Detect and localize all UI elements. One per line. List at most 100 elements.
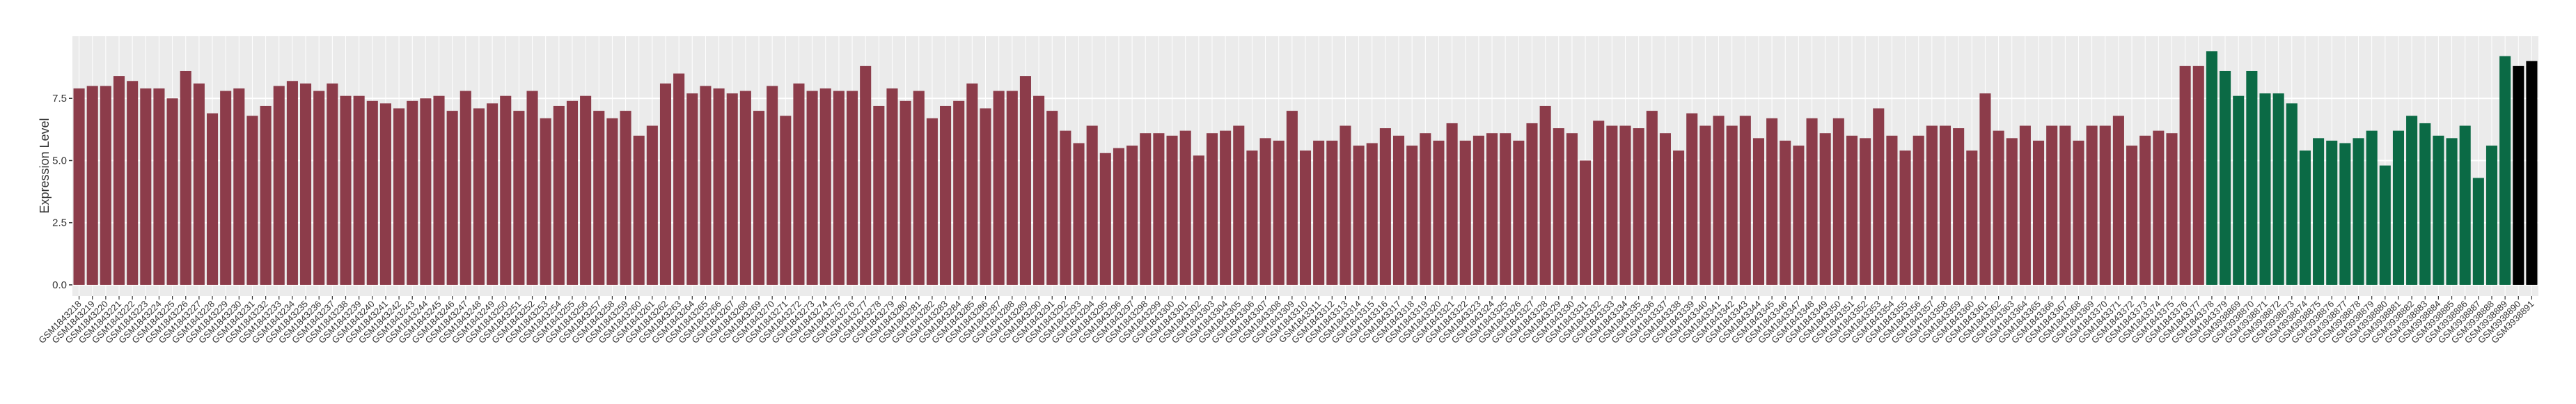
- bar: [1340, 125, 1351, 285]
- bar: [1726, 125, 1738, 285]
- bar: [2485, 146, 2498, 285]
- bar: [2392, 130, 2405, 285]
- bar: [1286, 111, 1298, 285]
- bar: [379, 103, 391, 285]
- bar: [220, 91, 232, 285]
- bar: [1566, 133, 1578, 285]
- bar: [2299, 150, 2311, 285]
- bar: [353, 95, 365, 285]
- bar: [940, 105, 952, 285]
- bar: [2433, 135, 2444, 285]
- bar: [1526, 123, 1538, 285]
- bar: [2286, 103, 2298, 285]
- bar: [2112, 116, 2124, 285]
- bar: [2513, 65, 2524, 285]
- y-tick-label: 5.0: [52, 155, 67, 166]
- bar: [1086, 125, 1098, 285]
- bar: [2059, 125, 2071, 285]
- bar: [739, 91, 751, 285]
- bar: [673, 73, 685, 285]
- bar: [1979, 93, 1991, 285]
- bar: [2259, 93, 2271, 285]
- bar: [1486, 133, 1498, 285]
- bar: [1446, 123, 1458, 285]
- bar: [2472, 178, 2484, 285]
- bar: [1166, 135, 1178, 285]
- bar: [1193, 155, 1204, 285]
- bar: [1780, 140, 1791, 285]
- bar: [1633, 128, 1644, 285]
- bar: [153, 88, 165, 285]
- bar: [286, 81, 298, 285]
- bar: [246, 116, 258, 285]
- bar: [2233, 95, 2245, 285]
- bar: [420, 98, 432, 285]
- bar: [1033, 95, 1045, 285]
- bar: [580, 95, 592, 285]
- bar: [500, 95, 512, 285]
- bar: [1793, 146, 1805, 285]
- bar: [1126, 146, 1138, 285]
- bar: [2313, 138, 2325, 285]
- bar: [2526, 61, 2538, 285]
- bar: [1379, 128, 1391, 285]
- bar: [1806, 118, 1818, 285]
- bar: [2046, 125, 2058, 285]
- bar: [2179, 65, 2191, 285]
- bar: [460, 91, 471, 285]
- bar: [433, 95, 445, 285]
- bar: [1926, 125, 1938, 285]
- bar: [1713, 116, 1725, 285]
- bar: [873, 105, 885, 285]
- bar: [1766, 118, 1778, 285]
- y-tick-label: 2.5: [52, 217, 67, 229]
- bar: [1113, 148, 1124, 285]
- bar: [206, 113, 219, 285]
- bar: [1539, 105, 1551, 285]
- bar: [1752, 138, 1765, 285]
- bar: [1153, 133, 1165, 285]
- bar: [1593, 121, 1605, 285]
- bar: [446, 111, 458, 285]
- bar: [993, 91, 1005, 285]
- bar: [407, 100, 418, 285]
- bar: [393, 108, 405, 285]
- bar: [2353, 138, 2364, 285]
- bar: [1246, 150, 1258, 285]
- bar: [2419, 123, 2431, 285]
- bar: [1220, 130, 1232, 285]
- bar: [713, 88, 725, 285]
- bar: [313, 91, 325, 285]
- bar: [2220, 70, 2231, 285]
- bar: [540, 118, 551, 285]
- bar: [2153, 130, 2165, 285]
- bar: [100, 86, 111, 285]
- bar: [700, 86, 712, 285]
- bar: [1233, 125, 1245, 285]
- bar: [593, 111, 605, 285]
- bar: [913, 91, 925, 285]
- bar: [2206, 51, 2217, 285]
- y-axis-label: Expression Level: [38, 118, 52, 213]
- bar: [1860, 138, 1871, 285]
- bar: [1392, 135, 1405, 285]
- bar: [2126, 146, 2138, 285]
- bar: [846, 91, 858, 285]
- bar: [1019, 76, 1031, 285]
- bar: [260, 105, 272, 285]
- bar: [566, 100, 579, 285]
- bar: [1899, 150, 1911, 285]
- bar: [1606, 125, 1618, 285]
- bar: [1939, 125, 1951, 285]
- bar: [327, 83, 338, 285]
- bar: [2272, 93, 2284, 285]
- bar: [1313, 140, 1325, 285]
- bar: [646, 125, 658, 285]
- bar: [140, 88, 152, 285]
- bar: [1406, 146, 1418, 285]
- bar: [1433, 140, 1445, 285]
- bar: [166, 98, 178, 285]
- bar: [180, 70, 191, 285]
- bar: [2379, 165, 2391, 285]
- bar: [806, 91, 818, 285]
